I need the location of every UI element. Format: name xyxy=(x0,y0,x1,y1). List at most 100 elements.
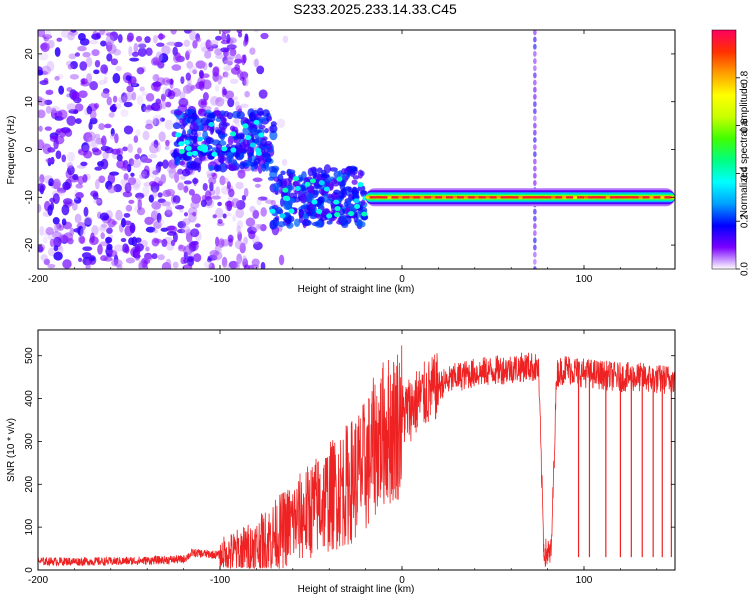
spectrogram-cell xyxy=(228,188,235,198)
spectrogram-carrier-seg xyxy=(594,196,599,199)
spectrogram-cell xyxy=(89,80,98,91)
spectrogram-cell xyxy=(104,147,114,154)
spectrogram-cell xyxy=(89,117,98,125)
spectrogram-cell xyxy=(150,82,159,91)
spectrogram-cell xyxy=(533,179,537,186)
spectrogram-cell xyxy=(202,130,209,141)
spectrogram-cell xyxy=(243,75,249,87)
spectrogram-cell xyxy=(200,117,209,126)
spectrogram-cell xyxy=(108,112,115,118)
spectrogram-cell xyxy=(44,126,52,131)
spectrogram-cell xyxy=(143,105,152,113)
spectrogram-cell xyxy=(54,47,61,57)
spectrogram-cell xyxy=(223,59,233,67)
spectrogram-cell xyxy=(218,238,225,248)
spectrogram-cell xyxy=(112,48,122,56)
spectrogram-cell xyxy=(110,58,119,66)
spectrogram-cell xyxy=(141,170,148,177)
spectrogram-cell xyxy=(149,143,159,154)
spectrogram-cell xyxy=(360,190,368,198)
spectrogram-cell xyxy=(257,196,268,201)
spectrogram-cell xyxy=(156,42,165,47)
spectrogram-cell xyxy=(135,237,142,243)
spectrogram-cell xyxy=(75,118,82,124)
spectrogram-cell xyxy=(125,204,133,212)
spectrogram-cell xyxy=(117,34,123,44)
spectrogram-cell xyxy=(243,236,248,245)
spectrogram-cell xyxy=(250,128,259,136)
spectrogram-cell xyxy=(67,63,74,70)
spectrogram-cell xyxy=(152,116,157,127)
spectrogram-cell xyxy=(190,228,200,238)
spectrogram-cell xyxy=(195,36,202,43)
spectrogram-cell xyxy=(153,229,159,234)
spectrogram-cell xyxy=(533,165,537,172)
spectrogram-cell xyxy=(123,173,129,181)
spectrogram-cell xyxy=(176,228,186,234)
spectrogram-cell xyxy=(346,170,351,178)
spectrogram-cell xyxy=(99,224,109,231)
spectrogram-cell xyxy=(49,202,55,211)
spectrogram-cell xyxy=(183,39,191,48)
spectrogram-carrier-seg xyxy=(605,196,610,199)
spectrogram-cell xyxy=(227,135,234,146)
spectrogram-x-ticks: -200 -100 0 100 xyxy=(28,30,658,285)
spectrogram-cell xyxy=(47,263,56,269)
spectrogram-cell xyxy=(93,69,100,75)
snr-y-tick-label: 300 xyxy=(24,433,35,450)
spectrogram-cell xyxy=(284,217,291,224)
spectrogram-cell xyxy=(128,199,135,204)
spectrogram-cell xyxy=(51,107,57,114)
spectrogram-cell xyxy=(45,30,52,40)
colorbar-gradient xyxy=(711,29,737,270)
spectrogram-cell xyxy=(70,30,77,33)
spectrogram-cell xyxy=(94,60,101,68)
spectrogram-cell xyxy=(216,114,225,119)
spectrogram-cells xyxy=(38,30,675,269)
spectrogram-y-tick-label: -20 xyxy=(24,237,35,252)
spectrogram-cell xyxy=(160,100,167,110)
spectrogram-cell xyxy=(336,176,343,182)
spectrogram-cell xyxy=(75,183,84,189)
spectrogram-cell xyxy=(135,192,145,199)
spectrogram-cell xyxy=(175,156,181,166)
spectrogram-cell xyxy=(186,151,193,157)
spectrogram-cell xyxy=(236,70,244,79)
spectrogram-cell xyxy=(106,227,113,234)
spectrogram-cell xyxy=(128,46,133,57)
spectrogram-cell xyxy=(226,56,234,65)
spectrogram-cell xyxy=(141,169,150,179)
spectrogram-cell xyxy=(235,208,245,219)
spectrogram-cell xyxy=(85,259,91,269)
snr-y-ticks: 0 100 200 300 400 500 xyxy=(24,347,675,573)
spectrogram-cell xyxy=(323,186,330,192)
spectrogram-cell xyxy=(112,95,118,103)
spectrogram-cell xyxy=(82,246,93,252)
spectrogram-cell xyxy=(239,133,245,140)
spectrogram-cell xyxy=(347,186,353,193)
spectrogram-cell xyxy=(160,93,166,102)
spectrogram-cell xyxy=(237,231,242,242)
spectrogram-cell xyxy=(115,209,123,221)
spectrogram-cell xyxy=(47,234,56,241)
spectrogram-cell xyxy=(123,125,134,135)
spectrogram-cell xyxy=(326,213,333,219)
spectrogram-cell xyxy=(149,167,159,179)
spectrogram-cell xyxy=(269,208,276,214)
spectrogram-cell xyxy=(323,193,329,203)
spectrogram-cell xyxy=(232,152,240,158)
spectrogram-cell xyxy=(189,160,198,170)
spectrogram-cell xyxy=(120,238,127,243)
spectrogram-cell xyxy=(99,30,105,36)
spectrogram-cell xyxy=(208,62,213,68)
spectrogram-cell xyxy=(226,33,231,44)
spectrogram-y-tick-label: -10 xyxy=(24,190,35,205)
spectrogram-cell xyxy=(106,39,114,46)
spectrogram-cell xyxy=(223,264,230,269)
spectrogram-cell xyxy=(260,261,266,269)
spectrogram-cell xyxy=(361,211,368,217)
spectrogram-cell xyxy=(151,253,158,260)
spectrogram-cell xyxy=(334,212,341,218)
spectrogram-cell xyxy=(221,256,228,268)
